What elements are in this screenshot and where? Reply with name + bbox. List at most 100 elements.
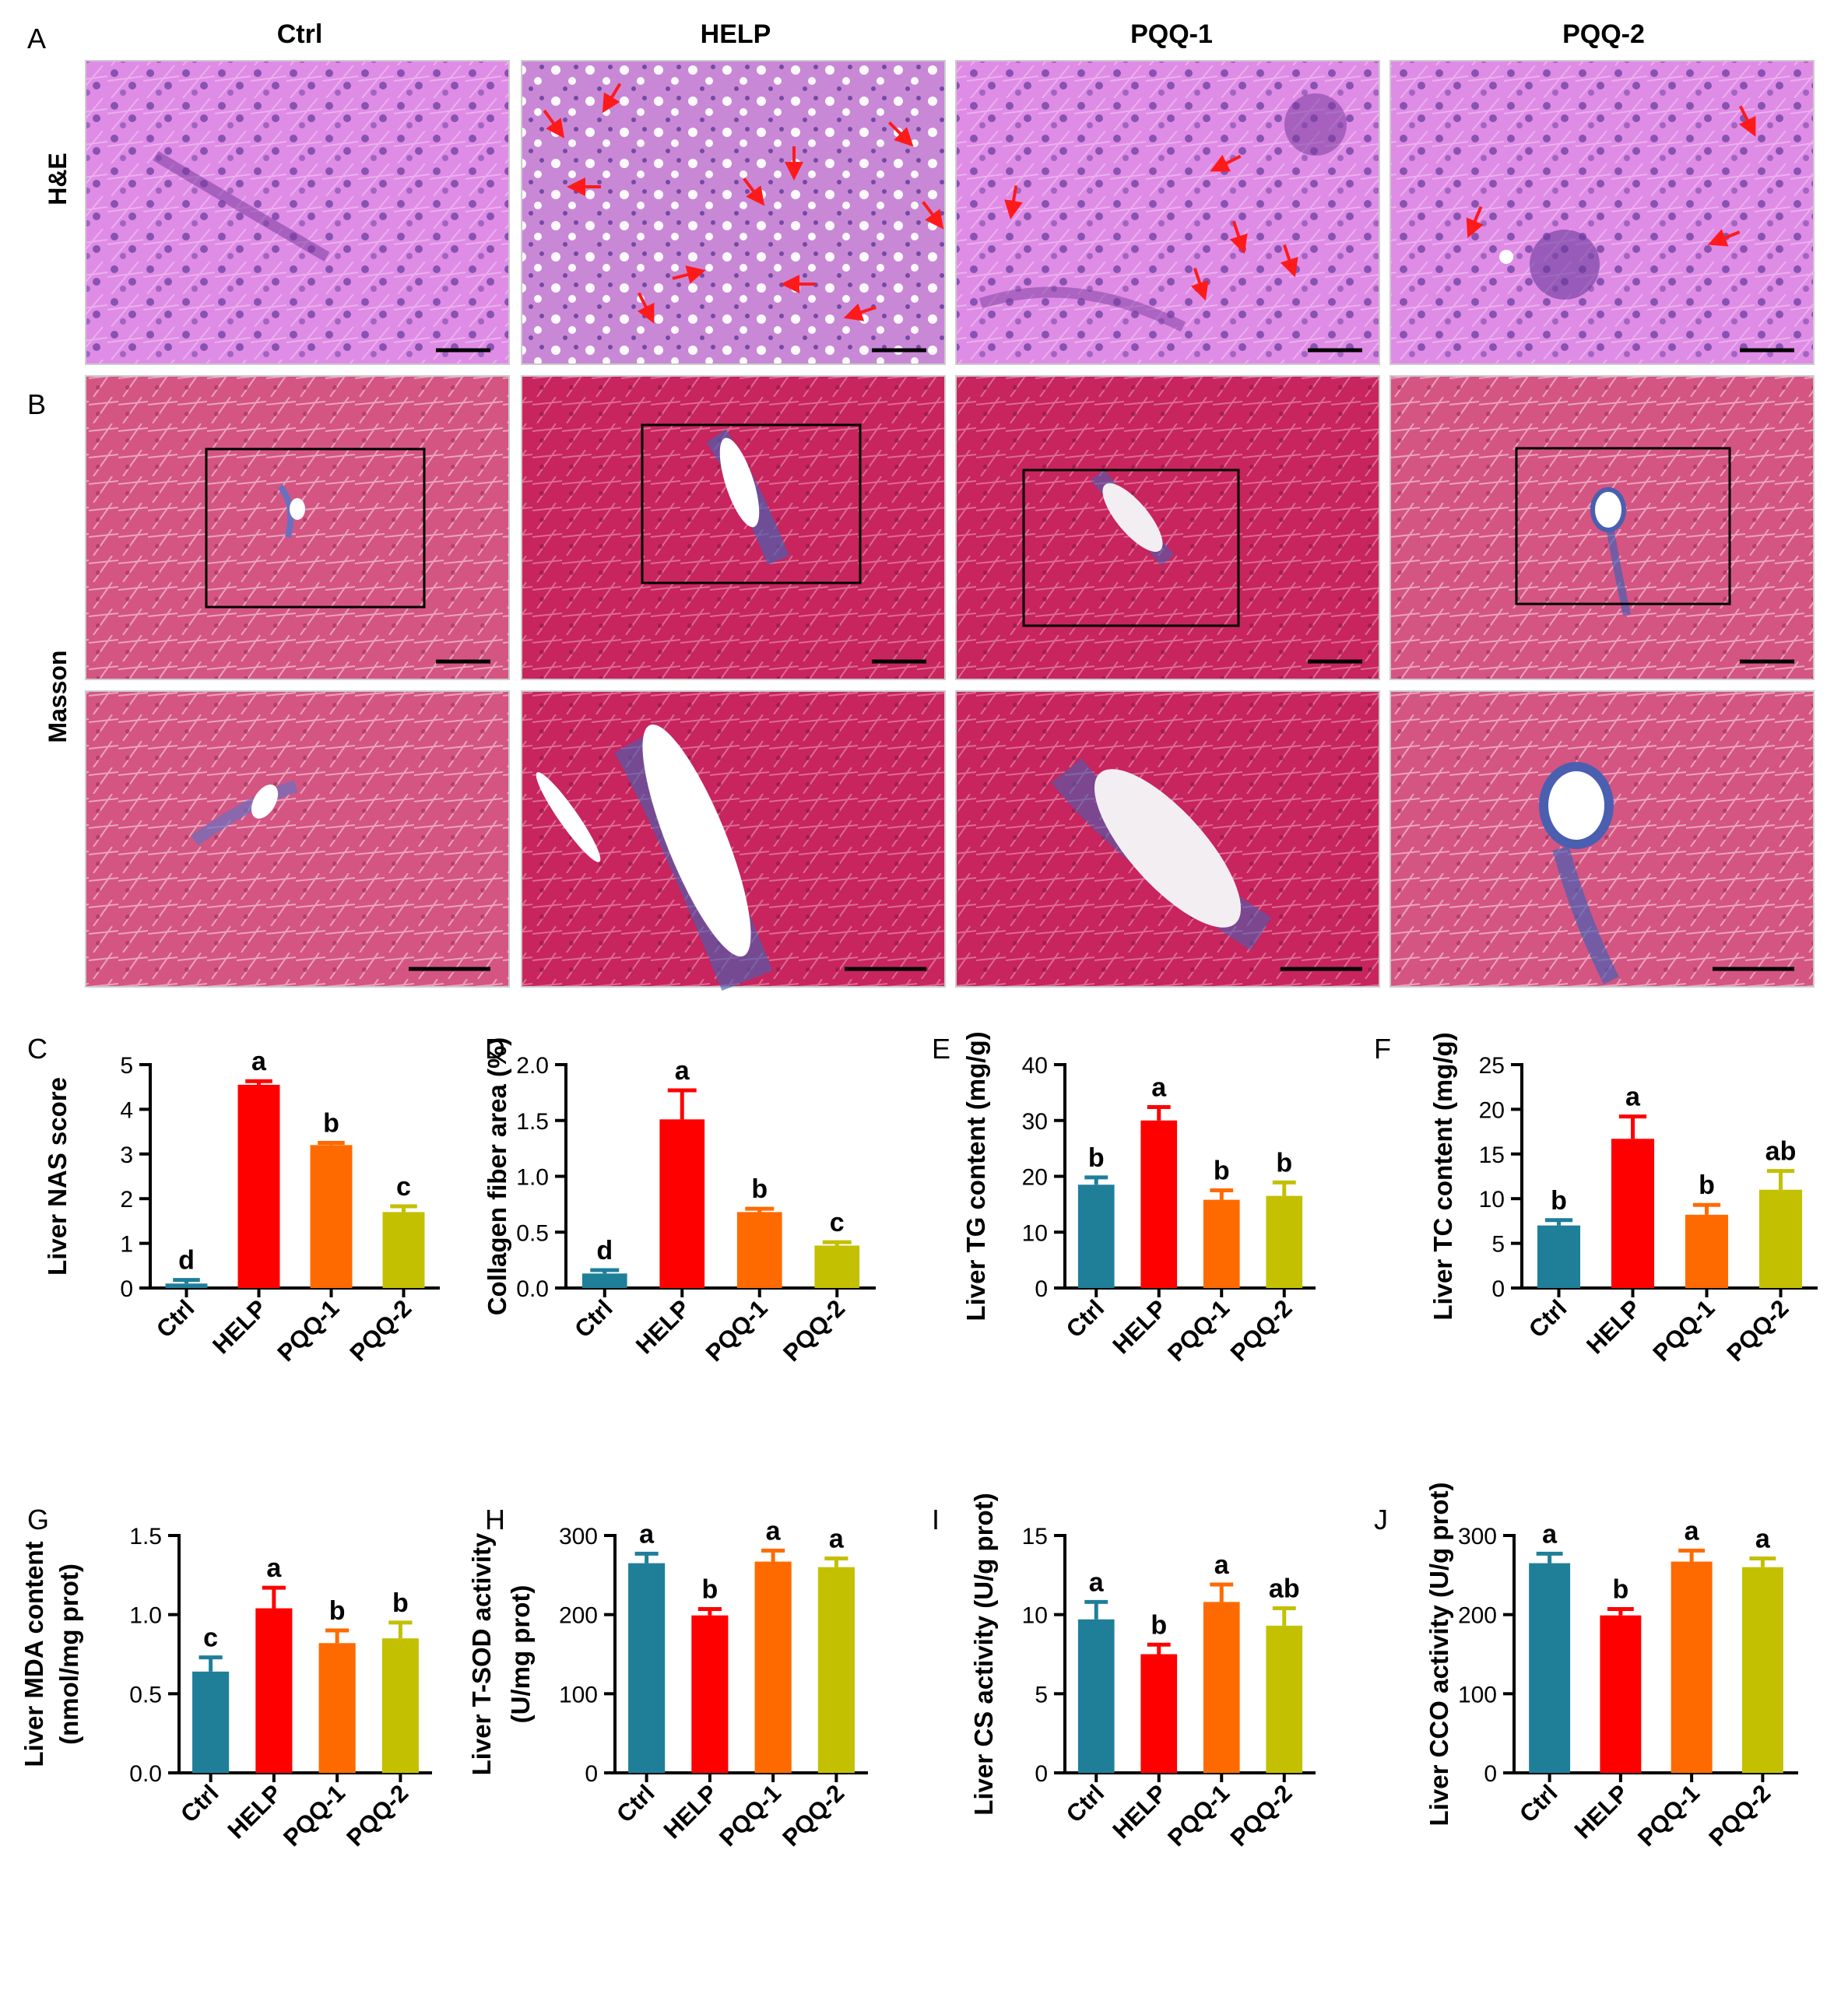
panel-letter-b: B: [27, 388, 46, 420]
red-arrow-icon: [1190, 268, 1209, 301]
bar-pqq-2: [1266, 1625, 1303, 1773]
x-tick-label: HELP: [631, 1294, 695, 1359]
panel-letter-h: H: [485, 1504, 505, 1535]
y-tick-label: 100: [559, 1682, 598, 1707]
bar-pqq-1: [736, 1212, 782, 1288]
masson-lowmag-pqq1: [955, 375, 1380, 680]
bar-chart-h: H 0 100 200 300 Liver T-SOD activity (U/mg pro…: [467, 1504, 868, 1851]
x-tick-label: HELP: [207, 1294, 272, 1359]
x-tick-label: PQQ-1: [1632, 1779, 1705, 1851]
y-tick-label: 1.0: [516, 1165, 549, 1191]
significance-letter: b: [751, 1174, 768, 1204]
bar-ctrl: [1529, 1563, 1571, 1773]
bar-pqq-2: [1758, 1189, 1803, 1288]
y-tick-label: 25: [1479, 1053, 1505, 1079]
group-header-ctrl: Ctrl: [277, 19, 323, 49]
x-tick-label: PQQ-2: [1703, 1779, 1776, 1851]
red-arrow-icon: [637, 292, 655, 324]
x-tick-label: PQQ-1: [278, 1779, 350, 1851]
bar-ctrl: [581, 1273, 627, 1288]
significance-letter: ab: [1765, 1137, 1797, 1167]
bar-chart-c: C 0 1 2 3 4 5 Liver NAS score d Ctrl a HELP b PQQ-1 c P…: [27, 1033, 440, 1367]
y-axis-title: Liver TG content (mg/g): [961, 1031, 990, 1321]
significance-letter: a: [1625, 1083, 1641, 1112]
he-image-help: [521, 60, 946, 365]
significance-letter: a: [766, 1516, 782, 1546]
he-micrographs: [85, 60, 1815, 365]
bar-ctrl: [1537, 1225, 1581, 1288]
x-tick-label: PQQ-2: [344, 1294, 416, 1367]
significance-letter: a: [251, 1047, 267, 1076]
y-tick-label: 30: [1022, 1109, 1048, 1135]
y-tick-label: 15: [1479, 1142, 1505, 1168]
masson-highmag-pqq1: [955, 690, 1380, 988]
masson-lowmag-ctrl: [85, 375, 510, 680]
bar-ctrl: [192, 1671, 230, 1773]
bar-help: [237, 1084, 280, 1288]
bar-chart-g: G 0.0 0.5 1.0 1.5 Liver MDA content (nmol/mg p…: [19, 1504, 432, 1851]
masson-micrographs: [85, 375, 1815, 991]
significance-letter: b: [392, 1588, 409, 1618]
x-tick-label: PQQ-1: [1162, 1779, 1235, 1851]
x-tick-label: HELP: [1107, 1294, 1172, 1359]
bar-chart-f: F 0 5 10 15 20 25 Liver TC content (mg/g) b Ctrl a…: [1374, 1032, 1818, 1367]
he-image-pqq1: [955, 60, 1380, 365]
significance-letter: d: [596, 1236, 613, 1265]
x-tick-label: Ctrl: [1523, 1294, 1572, 1343]
red-arrow-icon: [887, 121, 914, 147]
y-tick-label: 5: [1491, 1232, 1505, 1258]
y-tick-label: 2: [120, 1187, 133, 1213]
x-tick-label: PQQ-2: [341, 1779, 413, 1851]
x-tick-label: HELP: [659, 1779, 723, 1844]
y-tick-label: 0: [1484, 1761, 1497, 1787]
masson-lowmag-pqq2: [1390, 375, 1815, 680]
x-tick-label: PQQ-2: [1225, 1294, 1298, 1367]
significance-letter: b: [1088, 1143, 1105, 1173]
significance-letter: b: [1551, 1186, 1567, 1216]
x-tick-label: HELP: [1569, 1779, 1634, 1844]
red-arrow-icon: [843, 303, 877, 321]
significance-letter: b: [1151, 1610, 1167, 1640]
bar-help: [659, 1119, 705, 1288]
red-arrow-icon: [672, 265, 706, 284]
bar-help: [1600, 1615, 1642, 1773]
panel-letter-c: C: [27, 1033, 47, 1065]
x-tick-label: Ctrl: [1514, 1779, 1563, 1828]
significance-letter: a: [675, 1056, 690, 1086]
red-arrow-icon: [543, 109, 565, 139]
y-tick-label: 20: [1479, 1097, 1505, 1123]
y-axis-title: Liver CCO activity (U/g prot): [1425, 1483, 1453, 1827]
x-tick-label: PQQ-1: [272, 1294, 344, 1367]
bar-pqq-2: [1266, 1195, 1303, 1288]
y-tick-label: 0.0: [129, 1761, 162, 1787]
y-axis-title-unit: (nmol/mg prot): [54, 1564, 83, 1745]
bar-pqq-2: [382, 1212, 425, 1288]
he-arrows: [543, 82, 1756, 324]
bar-charts: C 0 1 2 3 4 5 Liver NAS score d Ctrl a HELP b PQQ-1 c P…: [19, 1031, 1818, 1851]
y-axis-title: Liver T-SOD activity: [467, 1532, 496, 1775]
significance-letter: a: [1151, 1073, 1167, 1103]
red-arrow-icon: [1004, 185, 1023, 219]
significance-letter: a: [1214, 1550, 1230, 1580]
y-tick-label: 200: [559, 1603, 598, 1629]
row-label-masson: Masson: [44, 650, 72, 742]
x-tick-label: PQQ-1: [1647, 1294, 1720, 1367]
y-axis-title: Liver TC content (mg/g): [1428, 1032, 1457, 1320]
x-tick-label: Ctrl: [1061, 1779, 1110, 1828]
x-tick-label: Ctrl: [175, 1779, 224, 1828]
x-tick-label: Ctrl: [151, 1294, 200, 1343]
panel-letter-f: F: [1374, 1033, 1391, 1065]
bar-pqq-1: [1685, 1214, 1729, 1288]
he-image-ctrl: [85, 60, 510, 365]
significance-letter: b: [1214, 1156, 1230, 1185]
significance-letter: a: [1685, 1516, 1700, 1546]
significance-letter: c: [396, 1172, 411, 1202]
x-tick-label: PQQ-1: [1162, 1294, 1235, 1367]
significance-letter: c: [203, 1623, 218, 1653]
significance-letter: a: [1542, 1519, 1558, 1549]
y-tick-label: 5: [120, 1053, 133, 1079]
y-tick-label: 0: [120, 1276, 133, 1302]
y-tick-label: 5: [1035, 1682, 1048, 1707]
